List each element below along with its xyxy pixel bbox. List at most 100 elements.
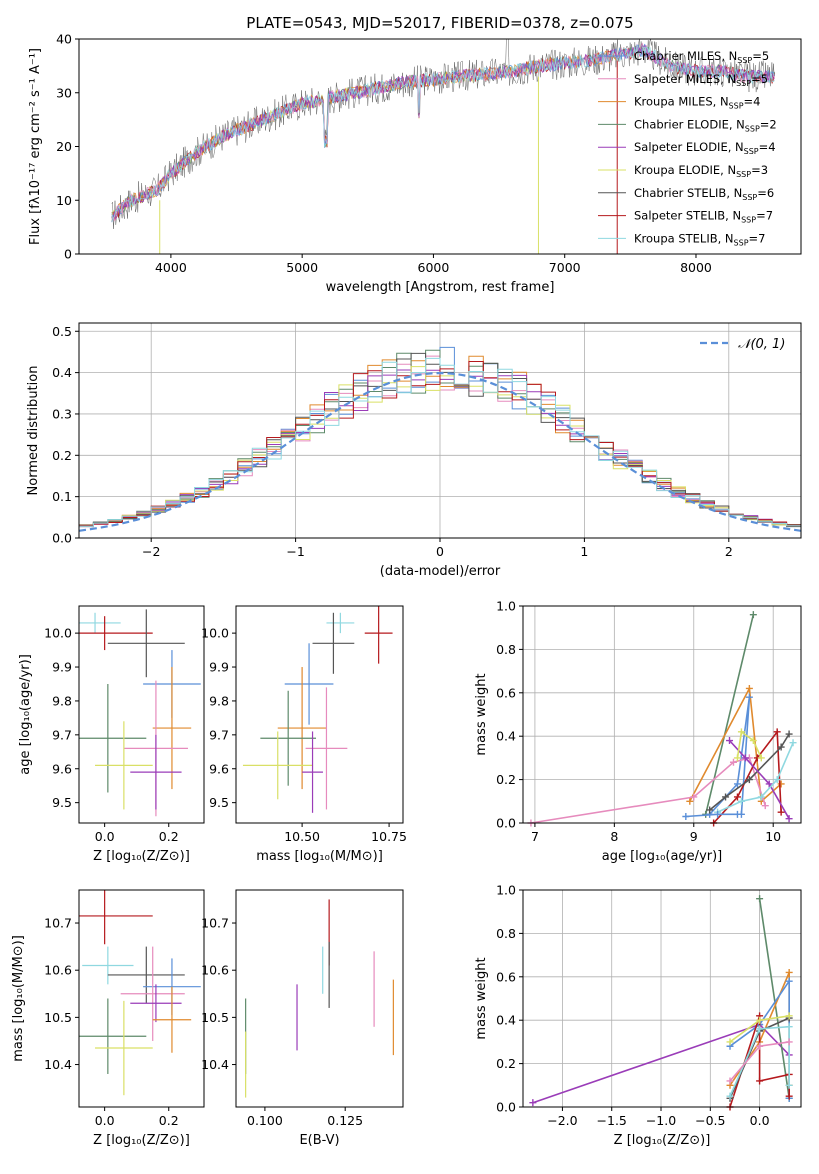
x-tick-label: 0.100 bbox=[247, 1113, 283, 1128]
x-tick-label: 5000 bbox=[286, 260, 318, 275]
weight-marker bbox=[756, 1016, 764, 1024]
y-axis-label: Normed distribution bbox=[26, 366, 41, 496]
weight-marker bbox=[761, 802, 769, 810]
y-tick-label: 1.0 bbox=[496, 599, 516, 614]
x-axis-label: wavelength [Angstrom, rest frame] bbox=[326, 280, 555, 295]
y-tick-label: 0.0 bbox=[496, 1100, 516, 1115]
mass-vs-EBV-panel: 0.100 0.125 10.4 10.5 10.6 10.7 E(B-V) bbox=[201, 889, 404, 1148]
weight-marker bbox=[756, 1042, 764, 1050]
weight-marker bbox=[733, 810, 741, 818]
x-tick-label: 0.2 bbox=[159, 829, 179, 844]
y-tick-label: 0.2 bbox=[52, 448, 72, 463]
weight-marker bbox=[785, 1092, 793, 1100]
error-bars bbox=[79, 609, 201, 817]
x-tick-label: 0.0 bbox=[750, 1113, 770, 1128]
weight-marker bbox=[745, 684, 753, 692]
weight-marker bbox=[690, 793, 698, 801]
y-tick-label: 10.5 bbox=[44, 1010, 72, 1025]
weight-marker bbox=[773, 776, 781, 784]
weight-marker bbox=[737, 728, 745, 736]
x-tick-label: 0.0 bbox=[95, 829, 115, 844]
y-axis-label: mass [log₁₀(M/M⊙)] bbox=[11, 935, 26, 1062]
y-axis-label: age [log₁₀(age/yr)] bbox=[18, 654, 33, 775]
residual-panel: −2 −1 0 1 2 0.0 0.1 0.2 0.3 0.4 0.5 (data-model)/er… bbox=[26, 322, 802, 579]
y-axis-label: Flux [fλ10⁻¹⁷ erg cm⁻² s⁻¹ A⁻¹] bbox=[28, 48, 43, 245]
weight-marker bbox=[785, 730, 793, 738]
y-tick-label: 0.3 bbox=[52, 406, 72, 421]
x-tick-label: −2 bbox=[142, 544, 160, 559]
weight-marker bbox=[756, 1077, 764, 1085]
y-tick-label: 9.9 bbox=[52, 660, 72, 675]
weight-marker bbox=[785, 977, 793, 985]
x-axis-label: Z [log₁₀(Z/Z⊙)] bbox=[93, 849, 190, 864]
weight-marker bbox=[789, 739, 797, 747]
y-tick-label: 40 bbox=[56, 32, 72, 47]
y-tick-label: 9.9 bbox=[209, 660, 229, 675]
y-tick-label: 0.1 bbox=[52, 489, 72, 504]
weight-vs-age-panel: 7 8 9 10 0.0 0.2 0.4 0.6 0.8 1.0 age [log₁₀(age/yr… bbox=[474, 599, 802, 864]
weight-marker bbox=[749, 611, 757, 619]
y-tick-label: 10.6 bbox=[201, 963, 229, 978]
weight-marker bbox=[785, 815, 793, 823]
x-tick-label: 0 bbox=[436, 544, 444, 559]
y-tick-label: 10.5 bbox=[201, 1010, 229, 1025]
x-tick-label: 6000 bbox=[418, 260, 450, 275]
spectrum-line-kroupa_stelib bbox=[111, 44, 775, 221]
weight-marker bbox=[706, 806, 714, 814]
x-axis-label: (data-model)/error bbox=[380, 564, 501, 579]
axes-frame bbox=[78, 889, 205, 1108]
x-axis-label: age [log₁₀(age/yr)] bbox=[602, 849, 723, 864]
legend-label: Salpeter STELIB, NSSP=7 bbox=[634, 209, 773, 225]
x-axis-label: E(B-V) bbox=[299, 1133, 339, 1148]
weight-marker bbox=[733, 754, 741, 762]
weight-marker bbox=[722, 793, 730, 801]
legend-label: Chabrier STELIB, NSSP=6 bbox=[634, 186, 774, 202]
x-tick-label: 0.2 bbox=[159, 1113, 179, 1128]
x-tick-label: 9 bbox=[690, 829, 698, 844]
y-tick-label: 9.7 bbox=[209, 727, 229, 742]
weight-marker bbox=[757, 754, 765, 762]
y-tick-label: 20 bbox=[56, 139, 72, 154]
x-tick-label: 10.75 bbox=[371, 829, 407, 844]
spectrum-lines bbox=[111, 39, 776, 254]
x-tick-label: 10 bbox=[765, 829, 781, 844]
y-tick-label: 0.4 bbox=[52, 365, 72, 380]
y-tick-label: 0.2 bbox=[496, 1056, 516, 1071]
x-tick-label: −1.5 bbox=[597, 1113, 627, 1128]
x-tick-label: 0.125 bbox=[327, 1113, 363, 1128]
x-tick-label: −2.0 bbox=[547, 1113, 577, 1128]
y-tick-label: 10.7 bbox=[201, 916, 229, 931]
y-tick-label: 10.7 bbox=[44, 916, 72, 931]
x-tick-label: 0.0 bbox=[95, 1113, 115, 1128]
legend-label: Chabrier ELODIE, NSSP=2 bbox=[634, 117, 777, 133]
weight-marker bbox=[529, 1099, 537, 1107]
weight-marker bbox=[741, 754, 749, 762]
weight-marker bbox=[757, 793, 765, 801]
spectrum-legend: Chabrier MILES, NSSP=5 Salpeter MILES, NS… bbox=[598, 49, 777, 247]
y-tick-label: 0.6 bbox=[496, 969, 516, 984]
x-tick-label: −0.5 bbox=[695, 1113, 725, 1128]
y-tick-label: 10.6 bbox=[44, 963, 72, 978]
legend-label: Chabrier MILES, NSSP=5 bbox=[634, 49, 769, 65]
x-tick-label: −1 bbox=[286, 544, 304, 559]
weight-marker bbox=[682, 812, 690, 820]
weight-marker bbox=[745, 776, 753, 784]
chart-title: PLATE=0543, MJD=52017, FIBERID=0378, z=0… bbox=[246, 14, 633, 32]
y-tick-label: 30 bbox=[56, 85, 72, 100]
weight-marker bbox=[777, 743, 785, 751]
x-tick-label: 1 bbox=[580, 544, 588, 559]
x-tick-label: 7000 bbox=[549, 260, 581, 275]
x-axis-label: Z [log₁₀(Z/Z⊙)] bbox=[614, 1133, 711, 1148]
weight-marker bbox=[745, 693, 753, 701]
weight-marker bbox=[785, 1023, 793, 1031]
weight-marker bbox=[729, 758, 737, 766]
weight-marker bbox=[773, 728, 781, 736]
weight-marker bbox=[737, 797, 745, 805]
y-tick-label: 9.6 bbox=[209, 761, 229, 776]
histograms bbox=[79, 346, 801, 532]
weight-line-chabrier_elodie bbox=[758, 898, 790, 1099]
weight-marker bbox=[785, 1038, 793, 1046]
axes-frame bbox=[235, 889, 404, 1108]
y-tick-label: 0.6 bbox=[496, 685, 516, 700]
